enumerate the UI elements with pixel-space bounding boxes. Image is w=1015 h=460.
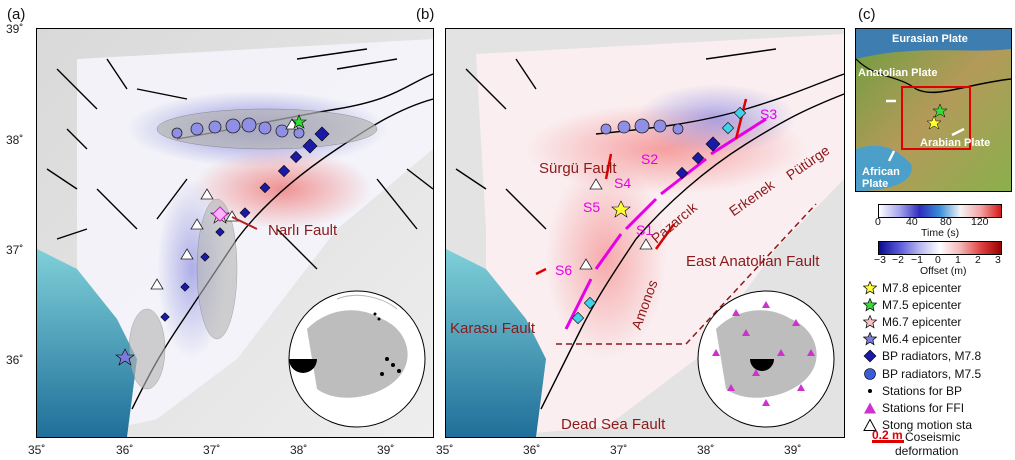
map-panel-c[interactable]: [855, 28, 1012, 192]
star-icon: [862, 332, 878, 346]
legend-label: M6.4 epicenter: [882, 332, 962, 347]
x-tick-39-b: 39˚: [784, 443, 802, 457]
time-tick-0: 0: [875, 216, 881, 228]
panel-b-letter: (b): [416, 6, 435, 23]
offset-tick-m1: −1: [911, 254, 923, 266]
anatolian-plate-label: Anatolian Plate: [858, 67, 938, 79]
african-plate-label-1: African Plate: [862, 166, 900, 190]
offset-tick-m2: −2: [892, 254, 904, 266]
karasu-fault-label: Karasu Fault: [450, 320, 536, 337]
legend-label: Stations for FFI: [882, 400, 965, 415]
offset-tick-2: 2: [975, 254, 981, 266]
legend-m75-epicenter: M7.5 epicenter: [862, 296, 1012, 313]
offset-colorbar-label: Offset (m): [920, 265, 967, 277]
scale-label-2: deformation: [895, 444, 959, 458]
scale-bar: [872, 440, 904, 443]
x-tick-39-a: 39˚: [377, 443, 395, 457]
legend-stations-ffi: Stations for FFI: [862, 399, 1012, 416]
time-colorbar-label: Time (s): [921, 227, 960, 239]
m64-epicenter-star: [115, 348, 135, 366]
x-tick-37-b: 37˚: [610, 443, 628, 457]
segment-s1: S1: [636, 222, 654, 238]
offset-tick-3: 3: [995, 254, 1001, 266]
m78-epicenter-diamond: [212, 206, 228, 222]
time-colorbar: [878, 204, 1002, 218]
y-tick-37: 37˚: [6, 243, 24, 257]
segment-s2: S2: [641, 151, 659, 167]
legend-stations-bp: Stations for BP: [862, 382, 1012, 399]
surgu-fault-label: Sürgü Fault: [539, 160, 617, 177]
x-tick-38-a: 38˚: [290, 443, 308, 457]
globe-inset-a: [288, 290, 426, 428]
x-tick-36-b: 36˚: [523, 443, 541, 457]
offset-colorbar: [878, 241, 1002, 255]
x-tick-38-b: 38˚: [697, 443, 715, 457]
legend-label: M6.7 epicenter: [882, 314, 962, 329]
map-c-canvas: [856, 29, 1011, 191]
segment-s3: S3: [760, 106, 778, 122]
globe-inset-b: [697, 290, 835, 428]
time-tick-80: 80: [940, 216, 952, 228]
narli-fault-label: Narlı Fault: [268, 222, 338, 239]
map-panel-b[interactable]: [445, 28, 845, 438]
legend-label: M7.5 epicenter: [882, 297, 962, 312]
legend-label: BP radiators, M7.8: [882, 349, 982, 364]
dot-icon: [862, 384, 878, 398]
legend-m64-epicenter: M6.4 epicenter: [862, 331, 1012, 348]
star-icon: [862, 280, 878, 295]
eurasian-plate-label: Eurasian Plate: [892, 33, 968, 45]
legend-label: Stong motion sta: [882, 418, 973, 433]
segment-s6: S6: [555, 262, 573, 278]
scale-value: 0.2 m: [872, 428, 903, 442]
m78-epicenter-star-b: [611, 200, 631, 218]
segment-s5: S5: [583, 199, 601, 215]
y-tick-38: 38˚: [6, 133, 24, 147]
eaf-label: East Anatolian Fault: [686, 253, 820, 270]
offset-tick-0: 0: [935, 254, 941, 266]
x-tick-36-a: 36˚: [116, 443, 134, 457]
study-area-box: [901, 86, 971, 150]
legend-bp-m75: BP radiators, M7.5: [862, 365, 1012, 382]
star-icon: [862, 297, 878, 312]
legend-label: M7.8 epicenter: [882, 280, 962, 295]
x-tick-35-b: 35˚: [436, 443, 454, 457]
offset-tick-m3: −3: [874, 254, 886, 266]
segment-s4: S4: [614, 175, 632, 191]
triangle-outline-icon: [862, 418, 878, 432]
map-panel-a[interactable]: [36, 28, 434, 438]
diamond-icon: [862, 349, 878, 363]
x-tick-35-a: 35˚: [28, 443, 46, 457]
time-tick-40: 40: [906, 216, 918, 228]
legend-strong-motion: Stong motion sta: [862, 417, 1012, 434]
scale-label-1: Coseismic: [905, 430, 961, 444]
m75-epicenter-star: [291, 114, 307, 129]
offset-tick-1: 1: [955, 254, 961, 266]
map-a-canvas: [37, 29, 433, 437]
legend-bp-m78: BP radiators, M7.8: [862, 348, 1012, 365]
legend-label: Stations for BP: [882, 383, 963, 398]
triangle-icon: [862, 401, 878, 415]
arabian-plate-label: Arabian Plate: [920, 137, 991, 149]
legend-m78-epicenter: M7.8 epicenter: [862, 279, 1012, 296]
time-tick-120: 120: [971, 216, 989, 228]
map-b-canvas: [446, 29, 844, 437]
dsf-label: Dead Sea Fault: [561, 416, 666, 433]
legend-m67-epicenter: M6.7 epicenter: [862, 313, 1012, 330]
panel-a-letter: (a): [7, 6, 26, 23]
legend: M7.8 epicenter M7.5 epicenter M6.7 epicent…: [862, 279, 1012, 434]
star-icon: [862, 314, 878, 329]
circle-icon: [862, 367, 878, 381]
y-tick-39: 39˚: [6, 22, 24, 36]
y-tick-36: 36˚: [6, 353, 24, 367]
x-tick-37-a: 37˚: [203, 443, 221, 457]
legend-label: BP radiators, M7.5: [882, 366, 982, 381]
panel-c-letter: (c): [858, 6, 876, 23]
